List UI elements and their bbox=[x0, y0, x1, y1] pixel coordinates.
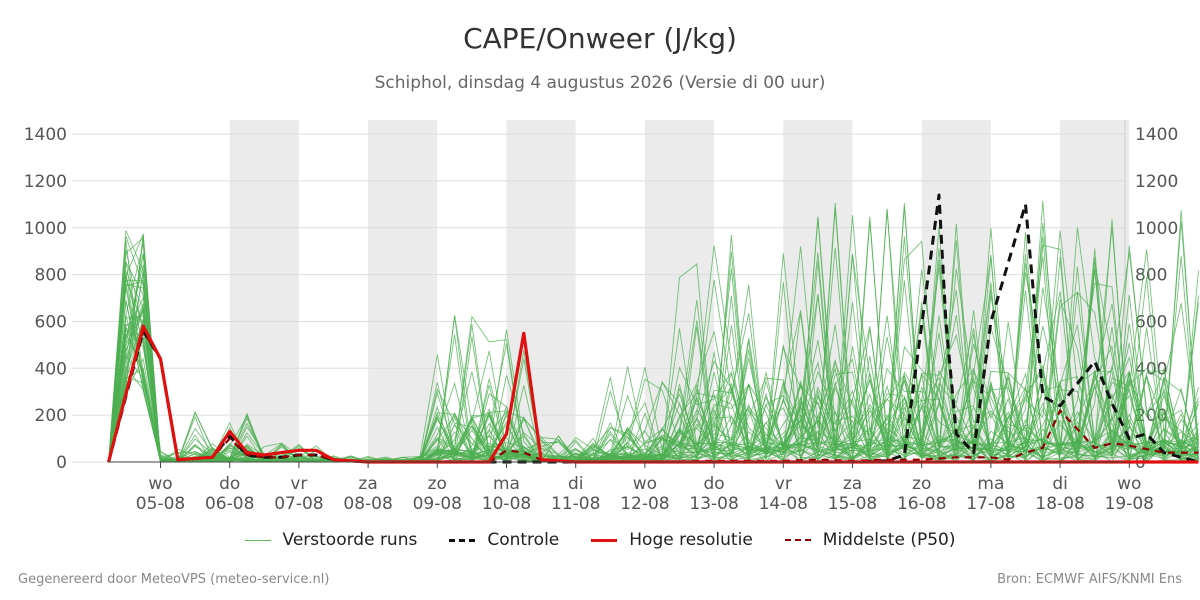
x-tick-day-label: di bbox=[1052, 474, 1068, 494]
legend-label-control: Controle bbox=[487, 530, 560, 550]
x-tick-date-label: 18-08 bbox=[1035, 494, 1084, 514]
legend-item-hires: Hoge resolutie bbox=[591, 530, 753, 550]
x-tick-date-label: 15-08 bbox=[828, 494, 877, 514]
legend-label-perturbed: Verstoorde runs bbox=[282, 530, 418, 550]
y-tick-label-left: 0 bbox=[56, 453, 67, 473]
x-tick-date-label: 12-08 bbox=[620, 494, 669, 514]
y-tick-label-left: 200 bbox=[35, 406, 67, 426]
x-tick-date-label: 09-08 bbox=[413, 494, 462, 514]
legend-item-perturbed: Verstoorde runs bbox=[244, 530, 418, 550]
legend-swatch-hires bbox=[591, 538, 618, 542]
x-tick-date-label: 06-08 bbox=[205, 494, 254, 514]
y-tick-label-right: 800 bbox=[1135, 266, 1167, 286]
y-tick-label-right: 1000 bbox=[1135, 219, 1178, 239]
legend-swatch-median bbox=[784, 539, 811, 541]
x-tick-date-label: 17-08 bbox=[966, 494, 1015, 514]
legend-item-median: Middelste (P50) bbox=[784, 530, 956, 550]
x-tick-date-label: 05-08 bbox=[136, 494, 185, 514]
x-tick-date-label: 10-08 bbox=[482, 494, 531, 514]
x-tick-date-label: 11-08 bbox=[551, 494, 600, 514]
legend-item-control: Controle bbox=[449, 530, 559, 550]
legend-swatch-control bbox=[449, 538, 476, 542]
y-tick-label-left: 1400 bbox=[24, 125, 67, 145]
perturbed-run-line bbox=[108, 295, 1199, 463]
x-tick-day-label: za bbox=[358, 474, 377, 494]
x-tick-date-label: 08-08 bbox=[343, 494, 392, 514]
y-tick-label-left: 800 bbox=[35, 266, 67, 286]
legend-label-median: Middelste (P50) bbox=[822, 530, 956, 550]
x-tick-day-label: vr bbox=[775, 474, 792, 494]
x-tick-day-label: za bbox=[843, 474, 862, 494]
perturbed-run-line bbox=[108, 278, 1199, 463]
x-tick-day-label: di bbox=[568, 474, 584, 494]
chart-subtitle: Schiphol, dinsdag 4 augustus 2026 (Versi… bbox=[374, 73, 826, 93]
y-tick-label-left: 600 bbox=[35, 312, 67, 332]
x-tick-day-label: vr bbox=[290, 474, 307, 494]
x-tick-day-label: wo bbox=[148, 474, 172, 494]
legend-swatch-perturbed bbox=[244, 539, 271, 541]
legend-label-hires: Hoge resolutie bbox=[629, 530, 753, 550]
perturbed-run-line bbox=[108, 202, 1199, 463]
shaded-band bbox=[644, 120, 715, 462]
shaded-band bbox=[229, 120, 299, 462]
median-series-line bbox=[107, 329, 1199, 464]
legend: Verstoorde runs Controle Hoge resolutie … bbox=[0, 530, 1200, 550]
x-tick-day-label: wo bbox=[633, 474, 657, 494]
x-tick-date-label: 16-08 bbox=[897, 494, 946, 514]
x-tick-day-label: ma bbox=[977, 474, 1004, 494]
chart-title: CAPE/Onweer (J/kg) bbox=[463, 22, 737, 55]
x-tick-day-label: do bbox=[703, 474, 724, 494]
perturbed-run-line bbox=[108, 303, 1199, 463]
x-tick-day-label: ma bbox=[493, 474, 520, 494]
x-tick-day-label: zo bbox=[912, 474, 931, 494]
y-tick-label-right: 1200 bbox=[1135, 172, 1178, 192]
footer-source: Bron: ECMWF AIFS/KNMI Ens bbox=[997, 572, 1182, 587]
x-tick-day-label: zo bbox=[428, 474, 447, 494]
x-tick-date-label: 14-08 bbox=[759, 494, 808, 514]
y-tick-label-left: 1200 bbox=[24, 172, 67, 192]
perturbed-runs bbox=[108, 200, 1199, 464]
shaded-band bbox=[368, 120, 438, 462]
x-tick-date-label: 13-08 bbox=[689, 494, 738, 514]
footer-credit: Gegenereerd door MeteoVPS (meteo-service… bbox=[18, 572, 330, 587]
y-tick-label-left: 1000 bbox=[24, 219, 67, 239]
perturbed-run-line bbox=[108, 200, 1199, 463]
x-tick-date-label: 07-08 bbox=[274, 494, 323, 514]
x-tick-day-label: wo bbox=[1117, 474, 1141, 494]
y-tick-label-right: 1400 bbox=[1135, 125, 1178, 145]
y-tick-label-left: 400 bbox=[35, 359, 67, 379]
x-tick-day-label: do bbox=[219, 474, 240, 494]
x-tick-date-label: 19-08 bbox=[1105, 494, 1154, 514]
